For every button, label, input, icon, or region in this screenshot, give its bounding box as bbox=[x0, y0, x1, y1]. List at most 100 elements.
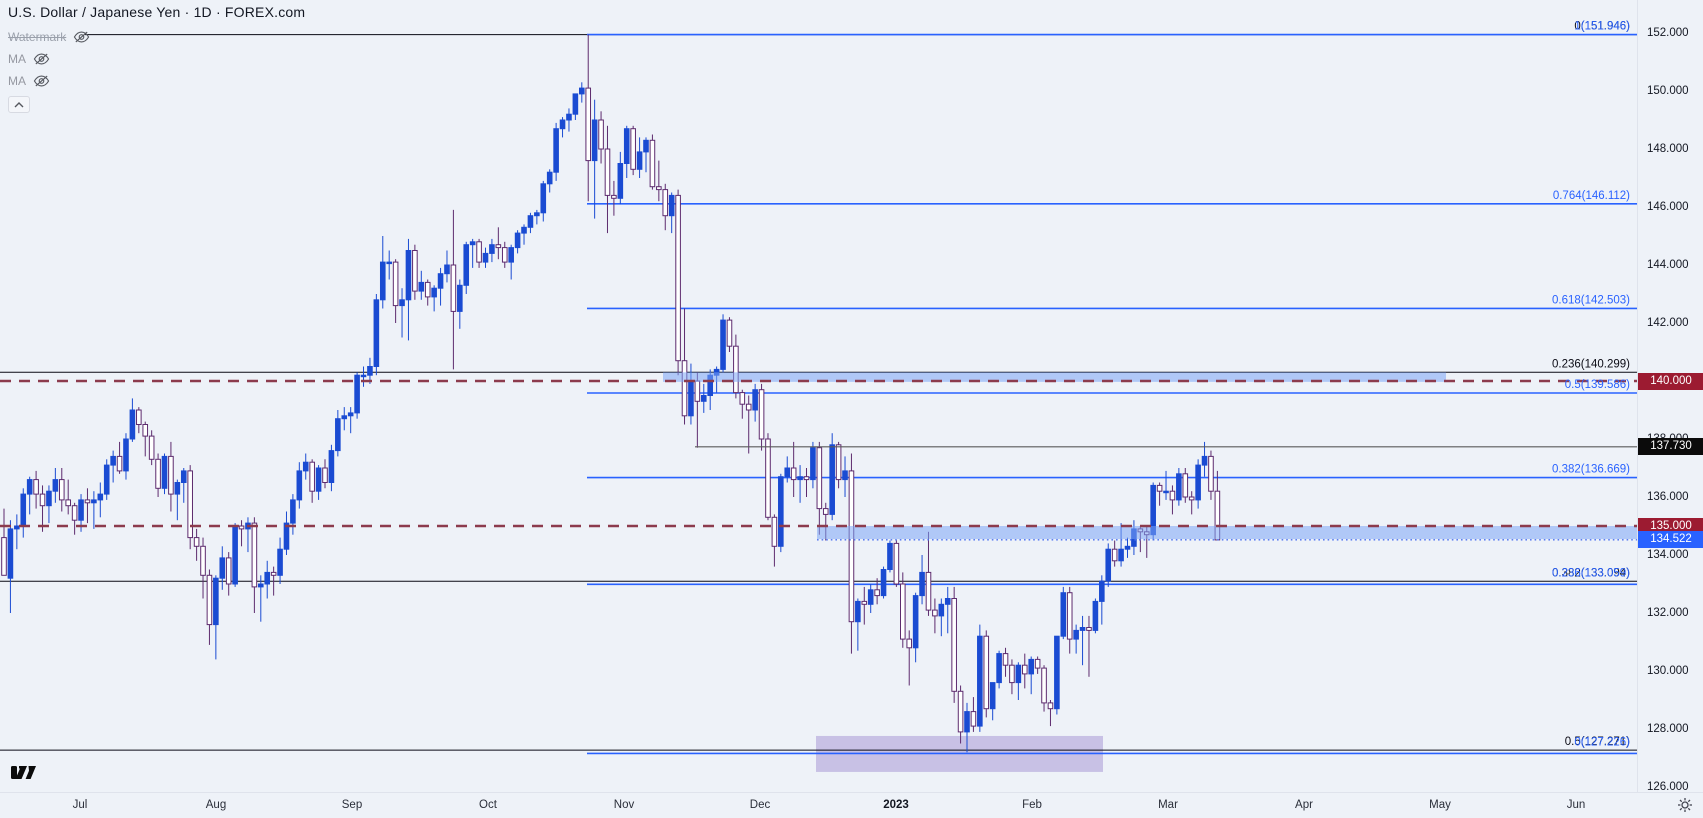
candle-body bbox=[572, 93, 579, 115]
price-badge[interactable]: 137.730 bbox=[1638, 438, 1703, 456]
time-axis[interactable]: Jul Aug Sep Oct Nov Dec 2023 Feb Mar Apr May Jun bbox=[0, 792, 1703, 818]
time-axis-label[interactable]: Jun bbox=[1566, 799, 1586, 811]
resistance-zone[interactable] bbox=[817, 526, 1637, 540]
candle-body bbox=[656, 186, 662, 191]
candle-body bbox=[1111, 548, 1118, 562]
candle-body bbox=[1163, 490, 1169, 494]
candle-body bbox=[720, 319, 726, 370]
candle-body bbox=[745, 403, 752, 411]
candle-body bbox=[527, 215, 534, 228]
fib-label-black[interactable]: 0.236(140.299) bbox=[1552, 358, 1630, 370]
candle-body bbox=[219, 557, 226, 579]
fib-label-blue[interactable]: 0.618(142.503) bbox=[1552, 294, 1630, 306]
fib-label-blue[interactable]: 0.382(136.669) bbox=[1552, 464, 1630, 476]
legend-row-ma2: MA bbox=[8, 70, 305, 92]
candle-body bbox=[1073, 629, 1079, 640]
fib-label-blue[interactable]: 0.764(146.112) bbox=[1553, 190, 1630, 202]
candle-body bbox=[1124, 545, 1131, 550]
candle-body bbox=[142, 424, 149, 437]
price-tick-label: 152.000 bbox=[1647, 27, 1689, 39]
fib-label-blue[interactable]: 0.236(133.059) bbox=[1552, 567, 1630, 579]
candle-body bbox=[893, 542, 900, 585]
time-axis-label[interactable]: 2023 bbox=[883, 799, 909, 811]
candle-body bbox=[1182, 473, 1189, 498]
price-tick-label: 142.000 bbox=[1647, 317, 1689, 329]
time-axis-label[interactable]: Feb bbox=[1022, 799, 1042, 811]
fib-label-black[interactable]: 0.5(127.271) bbox=[1565, 736, 1630, 748]
time-axis-label[interactable]: Jul bbox=[72, 799, 88, 811]
candlestick-chart[interactable]: 0(151.946)0.236(140.299)0.382(133.094)0.… bbox=[0, 0, 1637, 792]
time-axis-label[interactable]: May bbox=[1429, 799, 1451, 811]
candle-body bbox=[335, 418, 341, 452]
candle-body bbox=[424, 281, 431, 298]
candle-body bbox=[354, 374, 360, 414]
candle-body bbox=[765, 438, 771, 518]
price-tick-label: 130.000 bbox=[1647, 665, 1689, 677]
candle-body bbox=[1099, 580, 1105, 602]
candle-body bbox=[534, 212, 540, 217]
time-axis-label[interactable]: Sep bbox=[341, 799, 363, 811]
price-badge[interactable]: 140.000 bbox=[1638, 372, 1703, 390]
tradingview-logo[interactable] bbox=[10, 762, 40, 787]
candle-body bbox=[155, 458, 161, 489]
chevron-up-icon bbox=[14, 101, 24, 107]
candle-body bbox=[1021, 664, 1028, 675]
candle-body bbox=[1015, 664, 1022, 684]
candle-body bbox=[880, 569, 887, 597]
price-axis[interactable]: 152.000 150.000 148.000 146.000 144.000 142.0… bbox=[1637, 0, 1703, 793]
price-badge[interactable]: 135.000 bbox=[1638, 517, 1703, 535]
candle-body bbox=[58, 479, 65, 501]
fib-label-black[interactable]: 0(151.946) bbox=[1574, 21, 1630, 33]
time-axis-label[interactable]: Mar bbox=[1158, 799, 1178, 811]
candle-body bbox=[636, 151, 643, 170]
candle-body bbox=[989, 682, 996, 710]
candle-body bbox=[180, 470, 187, 483]
candle-body bbox=[1156, 484, 1163, 492]
time-axis-label[interactable]: Apr bbox=[1295, 799, 1313, 811]
candle-body bbox=[585, 87, 592, 162]
fib-label-blue[interactable]: 0(127.226) bbox=[1574, 736, 1630, 748]
legend-row-watermark: Watermark bbox=[8, 26, 305, 48]
candle-body bbox=[630, 128, 636, 170]
candle-body bbox=[501, 247, 508, 263]
fib-label-blue[interactable]: 1(151.946) bbox=[1574, 21, 1630, 33]
candle-body bbox=[482, 252, 489, 263]
gear-icon[interactable] bbox=[1677, 797, 1693, 818]
time-axis-label[interactable]: Nov bbox=[613, 799, 635, 811]
eye-off-icon[interactable] bbox=[33, 74, 50, 88]
resistance-zone[interactable] bbox=[663, 372, 1446, 382]
fib-label-blue[interactable]: 0.5(139.586) bbox=[1565, 379, 1630, 391]
candle-body bbox=[1105, 548, 1112, 582]
candle-body bbox=[822, 508, 829, 515]
candle-body bbox=[251, 522, 258, 588]
candle-body bbox=[78, 499, 84, 521]
fib-label-black[interactable]: 0.382(133.094) bbox=[1552, 567, 1630, 579]
candle-body bbox=[341, 415, 348, 420]
candle-body bbox=[900, 583, 906, 640]
candle-body bbox=[26, 479, 33, 495]
candle-body bbox=[309, 461, 315, 492]
candle-body bbox=[855, 600, 861, 623]
candle-body bbox=[148, 435, 155, 460]
candle-body bbox=[700, 395, 707, 402]
candle-body bbox=[7, 528, 14, 579]
time-axis-label[interactable]: Aug bbox=[205, 799, 227, 811]
candle-body bbox=[322, 467, 328, 483]
symbol-title[interactable]: U.S. Dollar / Japanese Yen · 1D · FOREX.… bbox=[8, 4, 306, 20]
candle-body bbox=[694, 380, 701, 402]
candle-body bbox=[39, 493, 46, 507]
legend-collapse-button[interactable] bbox=[8, 96, 30, 113]
eye-off-icon[interactable] bbox=[73, 30, 90, 44]
price-badge[interactable]: 134.522 bbox=[1638, 531, 1703, 549]
candle-body bbox=[103, 464, 110, 495]
time-axis-label[interactable]: Oct bbox=[479, 799, 497, 811]
candle-body bbox=[521, 226, 527, 234]
price-tick-label: 132.000 bbox=[1647, 607, 1689, 619]
eye-off-icon[interactable] bbox=[33, 52, 50, 66]
candle-body bbox=[238, 525, 245, 530]
time-axis-label[interactable]: Dec bbox=[749, 799, 771, 811]
candle-body bbox=[444, 264, 450, 275]
candle-body bbox=[790, 467, 797, 481]
candle-body bbox=[848, 470, 855, 623]
candle-body bbox=[277, 548, 283, 576]
